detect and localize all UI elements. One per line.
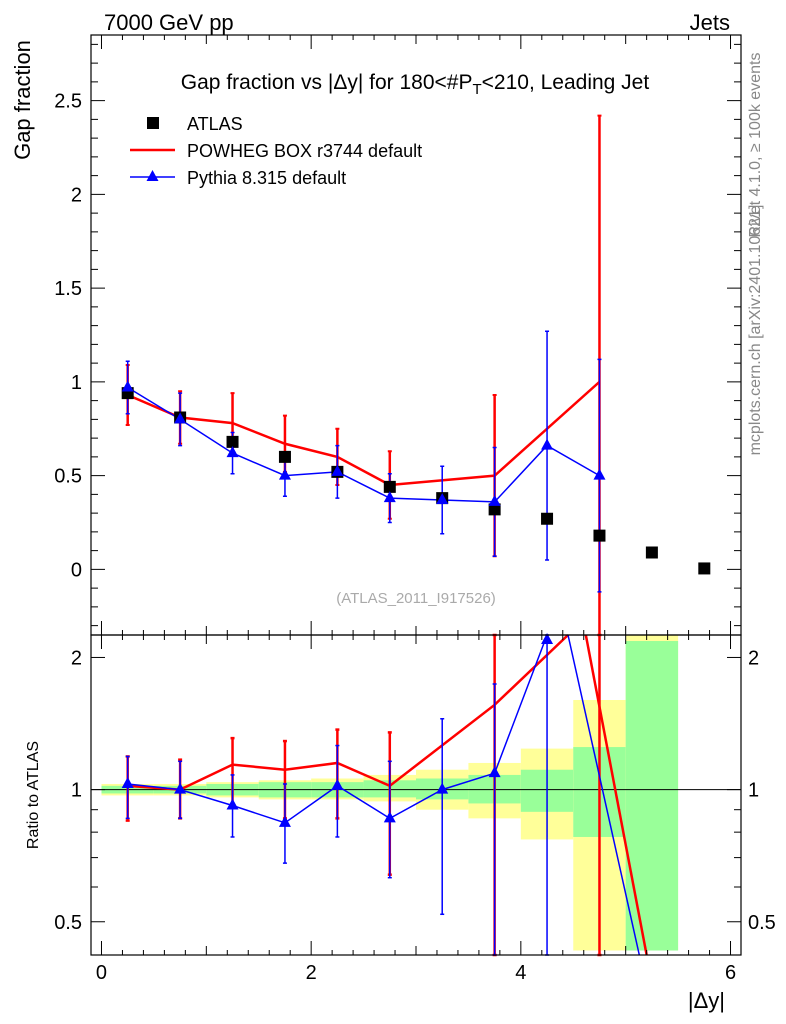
pythia-line bbox=[127, 386, 600, 503]
ratio-y-tick-label-right: 1 bbox=[748, 780, 759, 802]
powheg-ratio-line bbox=[127, 634, 569, 791]
pythia-ratio-point bbox=[174, 782, 187, 794]
legend-atlas-marker bbox=[147, 117, 159, 129]
pythia-data-point bbox=[174, 412, 187, 424]
header-left: 7000 GeV pp bbox=[104, 10, 234, 35]
pythia-ratio-point bbox=[436, 782, 449, 794]
x-tick-label: 4 bbox=[515, 962, 526, 984]
atlas-data-point bbox=[698, 562, 711, 575]
ratio-y-axis-label: Ratio to ATLAS bbox=[25, 741, 42, 849]
atlas-data-point bbox=[593, 529, 606, 542]
main-y-tick-label: 2 bbox=[71, 184, 82, 206]
main-y-tick-label: 1.5 bbox=[54, 278, 82, 300]
pythia-ratio-point bbox=[488, 766, 501, 778]
powheg-ratio-line-tail bbox=[584, 634, 648, 956]
ratio-y-tick-label-right: 0.5 bbox=[748, 912, 776, 934]
main-y-tick-label: 0 bbox=[71, 559, 82, 581]
pythia-data-point bbox=[278, 468, 291, 480]
main-y-axis-label: Gap fraction bbox=[10, 40, 35, 160]
ratio-band-inner-10 bbox=[625, 641, 679, 951]
ratio-y-tick-label-left: 0.5 bbox=[54, 912, 82, 934]
svg-text:Gap fraction vs |Δy| for 180<#: Gap fraction vs |Δy| for 180<#PT<210, Le… bbox=[181, 71, 650, 98]
pythia-ratio-point bbox=[226, 798, 239, 810]
atlas-data-point bbox=[121, 387, 134, 400]
legend: ATLAS POWHEG BOX r3744 default Pythia 8.… bbox=[130, 114, 422, 188]
side-label-mcplots: mcplots.cern.ch [arXiv:2401.10621] bbox=[747, 205, 764, 456]
main-y-tick-label: 0.5 bbox=[54, 466, 82, 488]
title-part-p: P bbox=[458, 71, 472, 94]
x-tick-label: 2 bbox=[306, 962, 317, 984]
header-right: Jets bbox=[690, 10, 730, 35]
title-part-post: <210, Leading Jet bbox=[482, 71, 650, 94]
title-part-pre: Gap fraction vs |Δy| for 180<# bbox=[181, 71, 459, 94]
pythia-data-point bbox=[121, 380, 134, 392]
pythia-ratio-point-clipped bbox=[541, 633, 554, 644]
pythia-data-point bbox=[541, 438, 554, 450]
pythia-ratio-line-tail bbox=[567, 634, 641, 956]
powheg-line bbox=[127, 380, 601, 487]
pythia-ratio-point bbox=[331, 778, 344, 790]
pythia-ratio-point bbox=[278, 815, 291, 827]
ratio-y-tick-label-left: 1 bbox=[71, 780, 82, 802]
pythia-data-point bbox=[383, 491, 396, 503]
pythia-ratio-point bbox=[383, 811, 396, 823]
x-tick-label: 6 bbox=[725, 962, 736, 984]
chart-title: Gap fraction vs |Δy| for 180<#PT<210, Le… bbox=[181, 71, 650, 98]
x-axis-label: |Δy| bbox=[688, 988, 725, 1013]
legend-pythia-marker bbox=[146, 170, 159, 181]
legend-powheg-label: POWHEG BOX r3744 default bbox=[187, 141, 422, 161]
atlas-data-point bbox=[383, 480, 396, 493]
pythia-ratio-point bbox=[121, 776, 134, 788]
atlas-data-point bbox=[226, 435, 239, 448]
legend-pythia-label: Pythia 8.315 default bbox=[187, 168, 346, 188]
pythia-data-point bbox=[593, 468, 606, 480]
pythia-data-point bbox=[226, 446, 239, 458]
pythia-data-point bbox=[436, 493, 449, 504]
pythia-data-point bbox=[488, 494, 501, 506]
atlas-data-point bbox=[645, 546, 658, 559]
ratio-y-tick-label-right: 2 bbox=[748, 647, 759, 669]
x-tick-label: 0 bbox=[96, 962, 107, 984]
atlas-data-point bbox=[541, 512, 554, 525]
axes: 0 2 4 6 0 0.5 1 1.5 2 2.5 0.5 0.5 1 1 2 2 bbox=[54, 34, 776, 984]
side-label-rivet: Rivet 4.1.0, ≥ 100k events bbox=[747, 53, 764, 238]
main-y-tick-label: 1 bbox=[71, 372, 82, 394]
main-y-tick-label: 2.5 bbox=[54, 91, 82, 113]
main-plot-marks bbox=[121, 114, 711, 636]
atlas-data-point bbox=[278, 450, 291, 463]
pythia-data-point bbox=[331, 464, 344, 476]
analysis-watermark: (ATLAS_2011_I917526) bbox=[336, 590, 496, 607]
ratio-y-tick-label-left: 2 bbox=[71, 647, 82, 669]
legend-atlas-label: ATLAS bbox=[187, 114, 243, 134]
title-part-t: T bbox=[472, 81, 481, 98]
atlas-data-point bbox=[488, 503, 501, 516]
